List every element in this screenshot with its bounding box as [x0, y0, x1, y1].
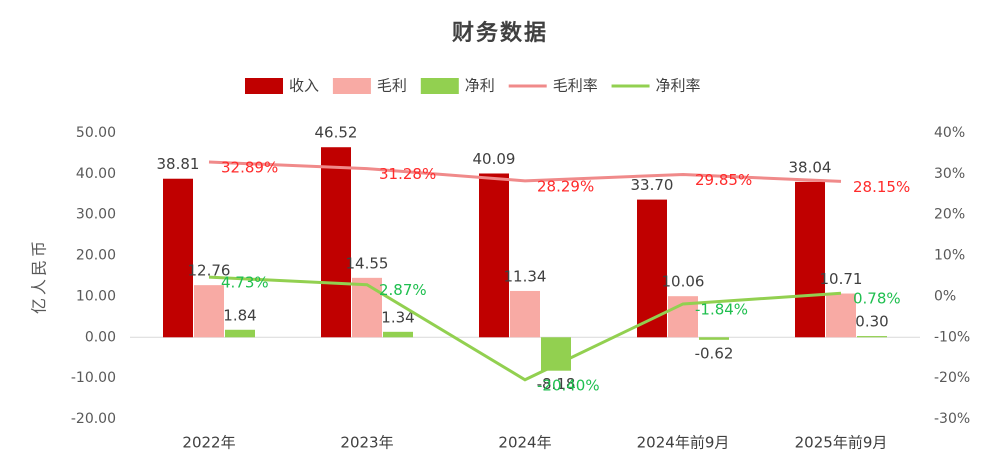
x-tick-label: 2024年: [498, 434, 551, 452]
legend-swatch: [420, 78, 459, 94]
y2-tick-label: -20%: [934, 370, 970, 386]
legend-label: 毛利: [377, 77, 407, 95]
data-label: 2.87%: [379, 281, 427, 299]
legend-label: 毛利率: [553, 77, 598, 95]
bar: [637, 199, 667, 338]
data-label: -1.84%: [695, 300, 748, 318]
legend-label: 净利: [465, 77, 495, 95]
y-tick-label: -20.00: [71, 411, 116, 427]
data-label: 12.76: [188, 262, 231, 280]
data-label: 29.85%: [695, 171, 752, 189]
bar: [383, 331, 413, 338]
data-label: 33.70: [631, 176, 674, 194]
y2-tick-label: 40%: [934, 125, 965, 141]
bar: [194, 285, 224, 338]
y-tick-label: 20.00: [76, 248, 116, 264]
data-label: 28.15%: [853, 178, 910, 196]
data-label: 11.34: [504, 267, 547, 285]
y2-tick-label: 0%: [934, 288, 956, 304]
data-label: 1.34: [381, 308, 414, 326]
y-tick-label: 50.00: [76, 125, 116, 141]
bar: [510, 290, 540, 338]
data-label: 0.78%: [853, 290, 901, 308]
data-label: 40.09: [473, 150, 516, 168]
bar: [857, 336, 887, 338]
line: [208, 160, 842, 183]
bar: [479, 173, 509, 338]
y2-tick-label: -10%: [934, 329, 970, 345]
data-label: 32.89%: [221, 159, 278, 177]
y-tick-label: -10.00: [71, 370, 116, 386]
y-axis-title: 亿人民币: [30, 238, 49, 314]
bar: [699, 337, 729, 340]
y-tick-label: 40.00: [76, 166, 116, 182]
bar: [321, 147, 351, 338]
bar: [163, 178, 193, 338]
data-label: 14.55: [346, 254, 389, 272]
data-label: -20.40%: [537, 376, 600, 394]
x-tick-label: 2025年前9月: [795, 434, 888, 452]
y-tick-label: 30.00: [76, 207, 116, 223]
y2-tick-label: 20%: [934, 207, 965, 223]
data-label: 38.04: [789, 158, 832, 176]
data-label: -8.18: [537, 375, 576, 393]
legend-label: 净利率: [656, 77, 701, 95]
data-label: 46.52: [315, 124, 358, 142]
data-label: 28.29%: [537, 177, 594, 195]
data-label: 1.84: [223, 306, 256, 324]
bar: [225, 329, 255, 338]
x-tick-label: 2023年: [340, 434, 393, 452]
legend-swatch: [245, 78, 283, 94]
line: [208, 275, 842, 382]
data-label: 0.30: [855, 313, 888, 331]
chart-title: 财务数据: [452, 20, 548, 46]
x-tick-label: 2024年前9月: [637, 434, 730, 452]
bar: [352, 277, 382, 338]
legend-label: 收入: [289, 77, 319, 95]
data-label: 10.06: [662, 273, 705, 291]
data-label: 4.73%: [221, 274, 269, 292]
data-label: -0.62: [695, 344, 734, 362]
y-tick-label: 10.00: [76, 288, 116, 304]
data-label: 31.28%: [379, 165, 436, 183]
bar: [795, 181, 825, 338]
data-label: 10.71: [820, 270, 863, 288]
legend-swatch: [332, 78, 371, 94]
y2-tick-label: 30%: [934, 166, 965, 182]
x-tick-label: 2022年: [182, 434, 235, 452]
y2-tick-label: -30%: [934, 411, 970, 427]
data-label: 38.81: [157, 155, 200, 173]
bar: [826, 293, 856, 338]
y-tick-label: 0.00: [85, 329, 116, 345]
y2-tick-label: 10%: [934, 248, 965, 264]
